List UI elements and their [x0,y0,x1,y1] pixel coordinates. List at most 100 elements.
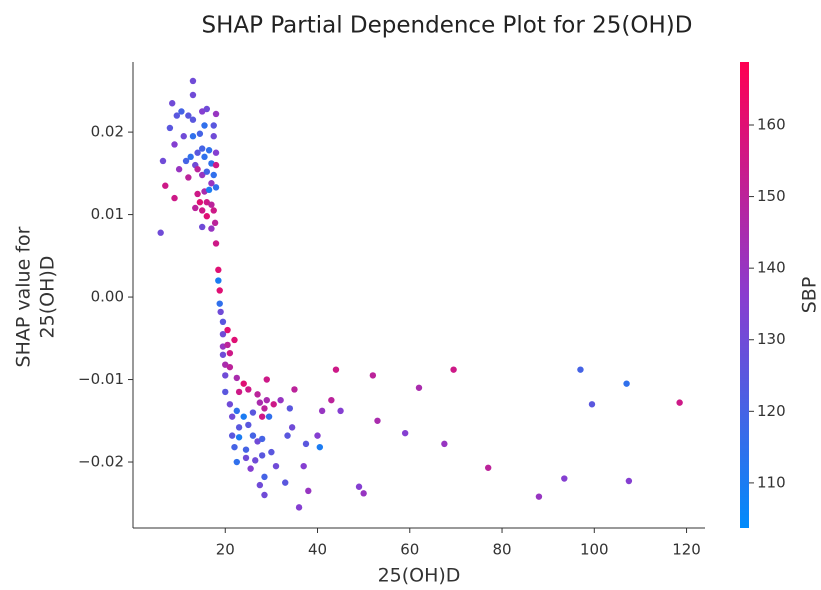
y-axis-label: 25(OH)D [37,256,59,339]
colorbar-tick-label: 130 [757,330,786,348]
point [215,266,222,274]
point [401,429,409,437]
point [252,457,259,464]
point [245,421,252,429]
point [233,374,240,382]
x-tick-label: 100 [580,541,609,559]
point [224,326,231,334]
colorbar-tick-label: 120 [757,402,786,420]
point [295,504,303,511]
colorbar-tick-label: 110 [757,473,786,491]
point [182,157,190,165]
point [332,366,340,373]
point [219,318,227,326]
point [224,341,231,349]
point [302,440,310,448]
point [205,147,213,154]
point [305,487,312,495]
point [212,149,220,156]
x-tick-label: 20 [216,541,235,559]
point [212,161,220,169]
point [226,363,234,371]
point [173,112,181,119]
point [185,112,192,119]
colorbar [740,62,749,528]
point [235,424,243,431]
point [159,157,167,165]
point [268,448,275,456]
colorbar-tick-label: 160 [757,115,786,133]
point [201,153,208,161]
point [415,384,423,391]
point [212,240,220,247]
x-tick-label: 60 [400,541,419,559]
point [256,481,264,489]
point [369,372,377,379]
point [162,182,169,189]
point [211,219,219,227]
point [189,91,197,99]
point [277,396,284,404]
point [272,462,280,470]
point [196,199,204,206]
point [157,229,164,236]
point [249,409,257,416]
point [198,145,206,152]
point [203,105,211,113]
point [258,435,266,443]
point [166,124,174,132]
chart-title: SHAP Partial Dependence Plot for 25(OH)D [202,13,693,39]
point [337,407,344,415]
point [450,366,457,373]
point [198,171,206,179]
point [194,166,201,173]
point [355,483,363,490]
point [228,413,236,420]
point [235,434,243,441]
point [561,475,568,482]
y-tick-label: 0.01 [91,205,124,223]
point [216,300,223,307]
point [240,380,247,387]
x-tick-label: 120 [672,541,701,559]
point [374,417,381,424]
point [208,225,215,232]
point [208,201,215,208]
point [316,443,324,451]
point [577,366,584,373]
colorbar-label: SBP [799,277,821,314]
point [210,133,217,140]
point [169,100,176,107]
point [231,443,238,451]
y-axis-label: SHAP value for [13,226,35,367]
point [210,207,217,214]
point [625,477,633,485]
point [219,330,227,338]
point [265,413,273,420]
point [261,491,268,499]
point [222,388,229,396]
point [189,133,197,140]
y-tick-label: 0.02 [91,123,124,141]
point [222,372,229,379]
point [198,207,206,214]
point [203,168,211,175]
point [261,405,268,412]
point [233,458,240,466]
point [194,190,201,198]
point [216,287,223,294]
point [226,401,234,408]
point [235,388,243,396]
point [185,174,192,181]
y-tick-label: −0.02 [78,453,124,471]
x-tick-label: 40 [308,541,327,559]
x-axis-label: 25(OH)D [378,565,461,587]
point [231,336,238,344]
point [212,110,220,118]
point [226,349,234,357]
colorbar-tick-label: 150 [757,187,786,205]
point [247,465,254,472]
point [249,432,257,439]
point [256,399,264,406]
